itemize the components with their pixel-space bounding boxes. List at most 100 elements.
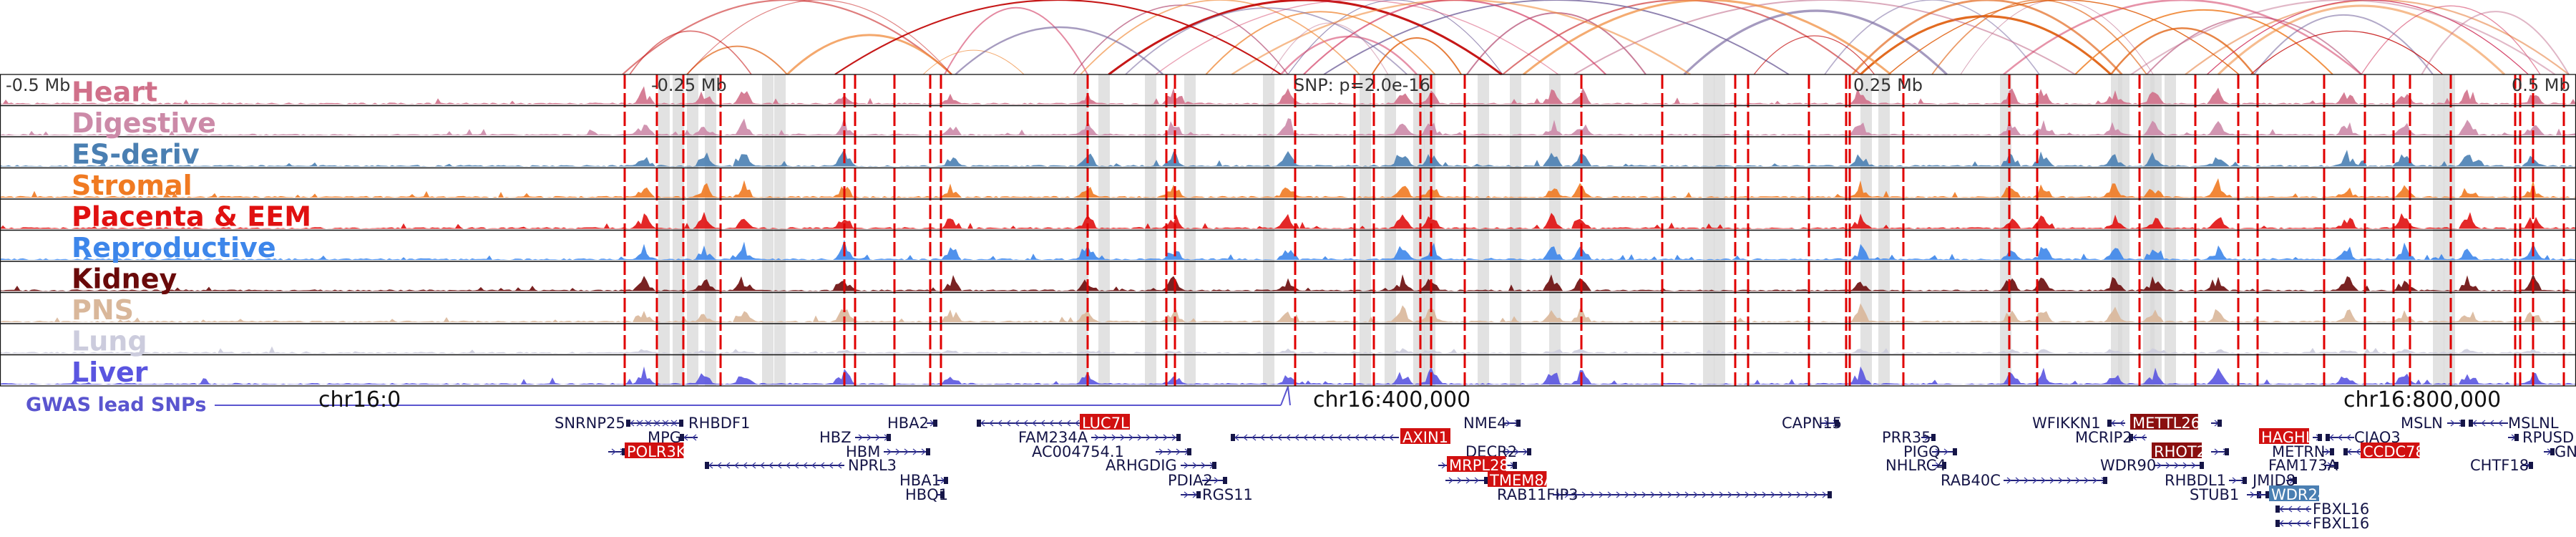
gene-highlight-box bbox=[1080, 414, 1130, 430]
loop-arc bbox=[1073, 4, 1289, 75]
strand-arrow bbox=[904, 448, 909, 455]
strand-arrow bbox=[1032, 420, 1037, 427]
strand-arrow bbox=[1633, 491, 1638, 498]
loop-arc bbox=[1574, 0, 2076, 75]
gene-highlight-box bbox=[2152, 442, 2202, 458]
strand-arrow bbox=[2450, 420, 2455, 427]
loop-arc bbox=[686, 0, 952, 75]
track-label: Reproductive bbox=[72, 232, 276, 263]
strand-arrow bbox=[611, 448, 616, 455]
strand-arrow bbox=[653, 420, 658, 427]
exon-block bbox=[1953, 448, 1957, 455]
strand-arrow bbox=[1650, 491, 1655, 498]
exon-block bbox=[2275, 505, 2280, 513]
strand-arrow bbox=[989, 420, 994, 427]
axis-label: chr16:0 bbox=[318, 387, 401, 412]
track-label: Liver bbox=[72, 357, 148, 388]
strand-arrow bbox=[912, 448, 917, 455]
chromatin-loop-arcs bbox=[622, 0, 2570, 76]
gene-highlight-box bbox=[1488, 471, 1547, 487]
gwas-lead-snps: GWAS lead SNPs bbox=[26, 386, 1291, 416]
exon-block bbox=[1196, 491, 1201, 498]
gene-label: WDR90 bbox=[2100, 457, 2156, 474]
strand-arrow bbox=[1154, 434, 1159, 441]
exon-block bbox=[705, 462, 709, 469]
gene-highlight-box bbox=[2130, 414, 2198, 430]
gene-label: METRN bbox=[2272, 443, 2326, 460]
strand-arrow bbox=[1260, 434, 1265, 441]
strand-arrow bbox=[1564, 491, 1569, 498]
strand-arrow bbox=[1727, 491, 1732, 498]
loop-arc bbox=[1859, 15, 2112, 76]
strand-arrow bbox=[2305, 505, 2310, 513]
strand-arrow bbox=[1474, 477, 1479, 484]
strand-arrow bbox=[1171, 434, 1176, 441]
strand-arrow bbox=[1111, 434, 1116, 441]
loop-arc bbox=[1125, 7, 1407, 75]
loop-arc bbox=[2110, 27, 2255, 75]
strand-arrow bbox=[1128, 434, 1133, 441]
strand-arrow bbox=[2182, 462, 2187, 469]
strand-arrow bbox=[1924, 434, 1929, 441]
strand-arrow bbox=[1214, 477, 1219, 484]
strand-arrow bbox=[1363, 434, 1368, 441]
exon-block bbox=[626, 420, 630, 427]
gene-label: POLR3K bbox=[627, 443, 687, 460]
exon-block bbox=[1176, 434, 1181, 441]
strand-arrow bbox=[1094, 434, 1099, 441]
gene-label: PIGQ bbox=[1903, 443, 1941, 460]
loop-arc bbox=[2421, 11, 2570, 75]
strand-arrow bbox=[2024, 477, 2029, 484]
loop-arc bbox=[2217, 4, 2506, 76]
strand-arrow bbox=[1813, 491, 1818, 498]
strand-arrow bbox=[1380, 434, 1385, 441]
strand-arrow bbox=[2288, 520, 2293, 527]
exon-block bbox=[887, 434, 891, 441]
strand-arrow bbox=[2481, 420, 2486, 427]
loop-arc bbox=[2130, 0, 2556, 75]
exon-block bbox=[940, 491, 945, 498]
loop-arc bbox=[1523, 0, 1892, 76]
strand-arrow bbox=[2041, 477, 2046, 484]
exon-block bbox=[2343, 448, 2348, 455]
strand-arrow bbox=[1641, 491, 1646, 498]
signal-tracks bbox=[0, 86, 2576, 384]
strand-arrow bbox=[1389, 434, 1394, 441]
strand-arrow bbox=[997, 420, 1002, 427]
strand-arrow bbox=[2141, 434, 2146, 441]
signal-track-fill bbox=[0, 86, 2576, 105]
strand-arrow bbox=[2174, 462, 2179, 469]
gene-label: RAB40C bbox=[1941, 472, 2001, 489]
strand-arrow bbox=[1372, 434, 1377, 441]
strand-arrow bbox=[1176, 448, 1181, 455]
strand-arrow bbox=[1556, 491, 1561, 498]
strand-arrow bbox=[1745, 491, 1750, 498]
strand-arrow bbox=[2032, 477, 2037, 484]
gene-label: WFIKKN1 bbox=[2032, 415, 2101, 432]
strand-arrow bbox=[1163, 434, 1168, 441]
exon-block bbox=[1187, 448, 1191, 455]
strand-arrow bbox=[858, 434, 863, 441]
strand-arrow bbox=[751, 462, 756, 469]
gene-label: RHBDF1 bbox=[688, 415, 750, 432]
strand-arrow bbox=[2006, 477, 2011, 484]
gene-label: HBQ1 bbox=[905, 486, 948, 503]
gene-highlight-box bbox=[625, 442, 684, 458]
gene-label: HBA2 bbox=[887, 415, 929, 432]
strand-arrow bbox=[2498, 420, 2503, 427]
exon-block bbox=[2326, 434, 2330, 441]
strand-arrow bbox=[1702, 491, 1707, 498]
loop-arc bbox=[1287, 0, 1503, 75]
loop-arc bbox=[834, 0, 1282, 75]
position-label: -0.5 Mb bbox=[6, 75, 70, 95]
strand-arrow bbox=[760, 462, 765, 469]
strand-arrow bbox=[820, 462, 825, 469]
strand-arrow bbox=[1320, 434, 1325, 441]
strand-arrow bbox=[743, 462, 748, 469]
strand-arrow bbox=[1935, 448, 1940, 455]
strand-arrow bbox=[1294, 434, 1299, 441]
gene-label: PDIA2 bbox=[1168, 472, 1213, 489]
signal-track-fill bbox=[0, 366, 2576, 384]
strand-arrow bbox=[1252, 434, 1257, 441]
